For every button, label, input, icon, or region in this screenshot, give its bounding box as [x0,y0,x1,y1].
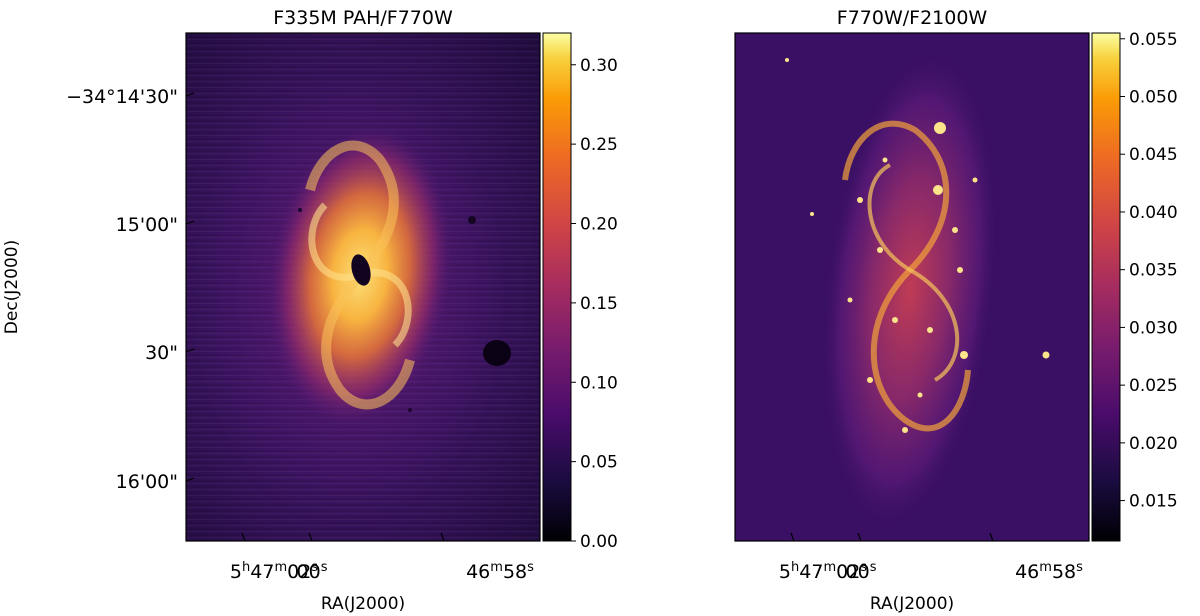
right-colorbar [1091,32,1121,542]
colorbar-tick-label: 0.20 [580,215,618,235]
right-colorbar-ticks: 0.015 0.020 0.025 0.030 0.035 0.040 0.045 0.050… [1120,30,1178,512]
colorbar-tick-label: 0.00 [580,532,618,552]
left-title: F335M PAH/F770W [273,7,453,29]
x-tick-mark [308,532,313,542]
right-image [735,33,1089,541]
colorbar-tick-label: 0.020 [1129,434,1178,454]
left-colorbar [542,32,572,542]
colorbar-tick-label: 0.015 [1129,492,1178,512]
x-tick-label: 00s [846,560,877,584]
x-tick-label: 5h47m02s [779,560,867,584]
left-axes-frame [185,32,541,542]
x-tick-label: 46m58s [1015,560,1083,584]
colorbar-tick-label: 0.040 [1129,203,1178,223]
colorbar-tick-label: 0.045 [1129,145,1178,165]
y-tick-mark [185,477,195,482]
y-tick-label: 16'00" [116,471,178,493]
left-x-axis-label: RA(J2000) [321,594,405,614]
colorbar-tick-label: 0.10 [580,373,618,393]
y-tick-mark [185,348,195,353]
right-panel: F770W/F2100W [734,7,1178,614]
left-colorbar-ticks: 0.00 0.05 0.10 0.15 0.20 0.25 0.30 [571,56,618,552]
x-tick-label: 5h47m02s [230,560,318,584]
left-y-axis-label: Dec(J2000) [2,240,22,334]
left-y-ticks: −34°14'30" 15'00" 30" 16'00" [66,86,195,493]
colorbar-tick-label: 0.055 [1129,30,1178,50]
colorbar-tick-label: 0.030 [1129,318,1178,338]
x-tick-mark [790,532,795,542]
colorbar-tick-label: 0.025 [1129,376,1178,396]
colorbar-tick-label: 0.25 [580,135,618,155]
right-x-axis-label: RA(J2000) [870,594,954,614]
x-tick-label: 00s [297,560,328,584]
y-tick-mark [185,220,195,225]
y-tick-mark [185,92,195,97]
y-tick-label: 30" [145,342,178,364]
y-tick-label: −34°14'30" [66,86,178,108]
colorbar-tick-label: 0.050 [1129,88,1178,108]
left-panel: F335M PAH/F770W −34°14'30" 15'00" 30" 16'00… [2,7,618,614]
right-axes-frame [734,32,1090,542]
colorbar-tick-label: 0.05 [580,453,618,473]
colorbar-tick-label: 0.30 [580,56,618,76]
x-tick-mark [440,532,445,542]
colorbar-tick-label: 0.035 [1129,261,1178,281]
x-tick-mark [857,532,862,542]
x-tick-label: 46m58s [466,560,534,584]
x-tick-mark [989,532,994,542]
colorbar-tick-label: 0.15 [580,294,618,314]
left-image [186,33,540,541]
x-tick-mark [241,532,246,542]
right-title: F770W/F2100W [837,7,988,29]
y-tick-label: 15'00" [116,214,178,236]
